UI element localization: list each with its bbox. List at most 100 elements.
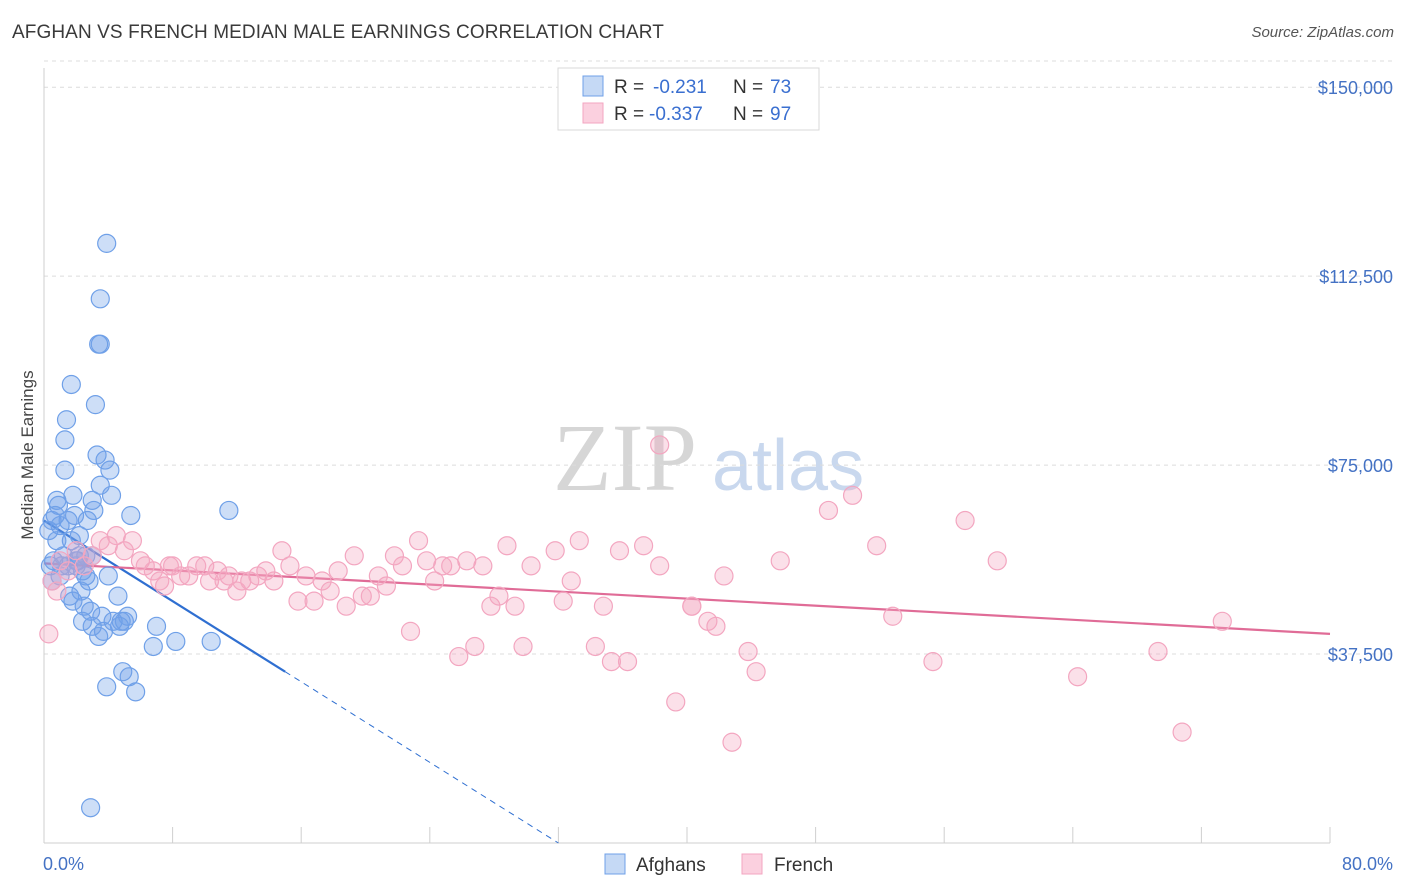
point-french	[609, 541, 630, 561]
point-french	[955, 510, 975, 531]
point-afghans	[47, 531, 67, 551]
point-afghans	[56, 410, 77, 430]
point-french	[114, 541, 134, 561]
point-french	[601, 652, 622, 672]
bottom-legend-swatch-afghans	[604, 853, 626, 875]
bottom-legend: Afghans French	[604, 853, 833, 876]
point-afghans	[55, 430, 75, 450]
point-french	[513, 636, 533, 657]
point-french	[304, 591, 324, 611]
point-afghans	[113, 662, 133, 682]
point-french	[416, 551, 437, 571]
point-afghans	[97, 233, 117, 253]
point-french	[722, 732, 742, 752]
point-afghans	[81, 601, 101, 621]
legend-r-label-afghans: R =	[614, 77, 644, 98]
x-tick-label-min: 0.0%	[43, 854, 84, 874]
point-afghans	[90, 289, 110, 309]
point-french	[82, 546, 102, 566]
point-french	[199, 571, 220, 591]
point-afghans	[76, 566, 96, 586]
point-french	[50, 551, 70, 571]
point-french	[122, 531, 143, 551]
point-afghans	[108, 586, 128, 606]
point-french	[489, 586, 509, 606]
point-french	[883, 606, 903, 626]
y-tick-labels: $37,500 $75,000 $112,500 $150,000	[1318, 78, 1393, 665]
point-french	[569, 531, 589, 551]
point-afghans	[143, 636, 163, 657]
point-afghans	[76, 546, 96, 566]
watermark-zip: ZIP	[553, 404, 697, 511]
point-afghans	[81, 798, 101, 818]
point-french	[272, 541, 292, 561]
point-french	[738, 641, 758, 662]
point-french	[650, 556, 670, 576]
point-french	[682, 596, 702, 616]
point-afghans	[63, 591, 83, 611]
legend-n-label-afghans: N =	[733, 77, 763, 98]
point-french	[497, 536, 517, 556]
point-french	[425, 571, 445, 591]
point-french	[465, 636, 485, 657]
point-french	[58, 561, 78, 581]
point-french	[666, 692, 686, 712]
point-afghans	[95, 450, 115, 470]
point-afghans	[92, 606, 112, 626]
point-french	[163, 556, 183, 576]
bottom-legend-swatch-french	[741, 853, 763, 875]
point-afghans	[77, 510, 98, 531]
point-french	[617, 652, 638, 672]
point-afghans	[55, 460, 75, 480]
point-french	[1148, 641, 1168, 662]
point-french	[368, 566, 388, 586]
point-french	[746, 662, 766, 682]
y-axis-label: Median Male Earnings	[18, 370, 37, 539]
axes	[43, 68, 1331, 844]
point-french	[505, 596, 525, 616]
point-french	[433, 556, 453, 576]
point-afghans	[74, 596, 94, 616]
point-afghans	[166, 631, 186, 652]
point-french	[561, 571, 581, 591]
point-afghans	[58, 510, 78, 531]
point-french	[441, 556, 461, 576]
bottom-legend-label-french: French	[774, 855, 833, 876]
point-french	[923, 652, 943, 672]
point-afghans	[98, 566, 118, 586]
point-french	[867, 536, 887, 556]
point-afghans	[64, 505, 85, 526]
legend-swatch-french	[582, 102, 604, 124]
point-afghans	[69, 526, 89, 546]
point-french	[320, 581, 340, 601]
point-french	[288, 591, 308, 611]
point-french	[42, 571, 62, 591]
watermark: ZIP atlas	[553, 404, 864, 511]
point-afghans	[71, 581, 91, 601]
point-french	[312, 571, 332, 591]
point-french	[39, 624, 59, 644]
point-french	[714, 566, 734, 586]
point-french	[818, 500, 839, 521]
point-afghans	[90, 334, 110, 354]
point-french	[1172, 722, 1192, 742]
point-afghans	[63, 485, 83, 505]
point-afghans	[84, 500, 104, 521]
point-french	[179, 566, 199, 586]
point-french	[352, 586, 372, 606]
point-afghans	[101, 485, 122, 505]
point-french	[195, 556, 215, 576]
point-french	[521, 556, 541, 576]
point-french	[47, 581, 67, 601]
point-french	[187, 556, 207, 576]
point-afghans	[121, 505, 141, 526]
point-french	[392, 556, 413, 576]
point-afghans	[61, 374, 81, 395]
point-afghans	[82, 616, 102, 636]
point-french	[545, 541, 565, 561]
trend-line-afghans-extension	[284, 671, 559, 844]
point-french	[842, 485, 863, 505]
point-french	[633, 536, 654, 556]
point-french	[171, 566, 191, 586]
